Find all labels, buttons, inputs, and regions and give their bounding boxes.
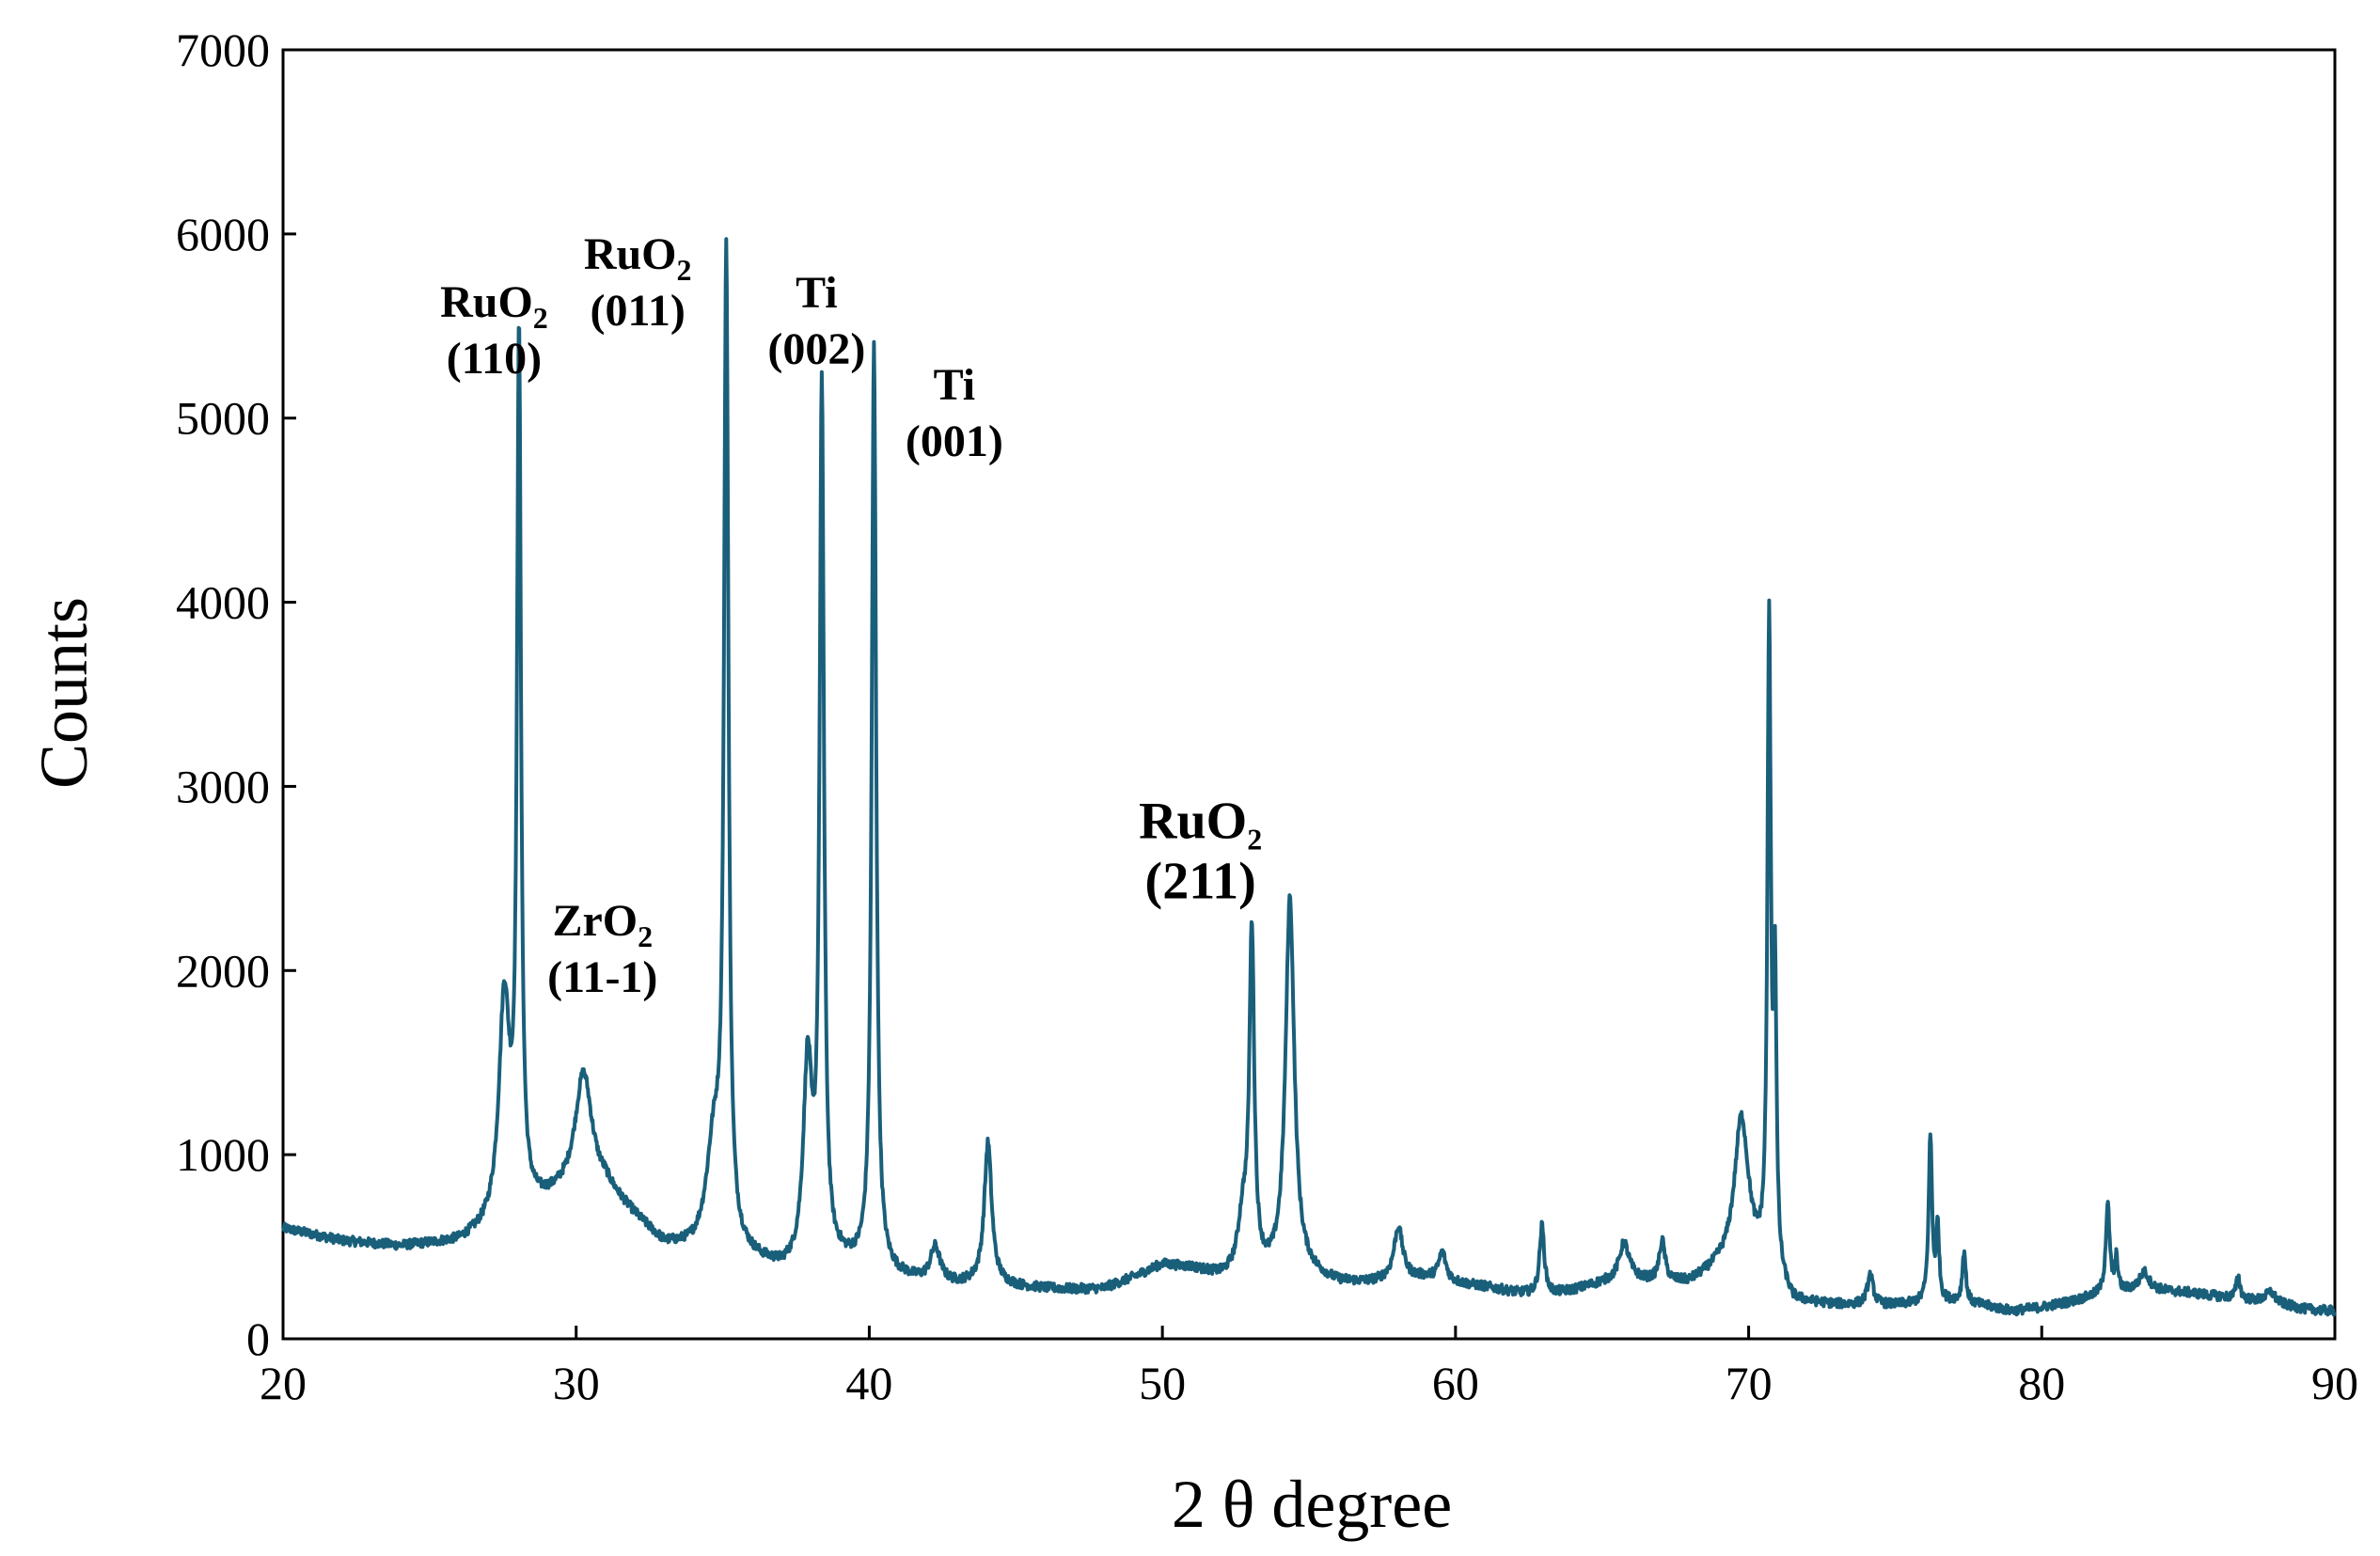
y-tick-label: 6000 [176, 208, 270, 260]
peak-index-label: (11-1) [547, 952, 657, 1002]
y-tick-label: 4000 [176, 576, 270, 629]
y-tick-label: 7000 [176, 24, 270, 76]
x-tick-label: 30 [553, 1357, 600, 1409]
plot-frame [281, 48, 2337, 1341]
peak-index-label: (011) [591, 286, 686, 336]
ticks: 20 30 40 50 60 70 80 90 0 1000 2000 3000 4000 5000 600… [176, 24, 2358, 1409]
x-tick-label: 60 [1432, 1357, 1479, 1409]
peak-formula-label: RuO2 [440, 277, 548, 335]
formula-subscript: 2 [638, 919, 653, 953]
peak-formula-label: Ti [796, 268, 837, 318]
peak-formula-label: ZrO2 [552, 896, 653, 953]
x-tick-label: 40 [845, 1357, 892, 1409]
x-axis-title: 2 θ degree [1172, 1467, 1452, 1542]
x-tick-label: 70 [1726, 1357, 1773, 1409]
peak-index-label: (110) [447, 334, 542, 384]
peak-index-label: (211) [1145, 852, 1256, 910]
peak-formula-label: RuO2 [584, 229, 692, 287]
peak-index-label: (002) [767, 324, 865, 374]
peak-formula-label: RuO2 [1139, 792, 1262, 856]
x-tick-label: 90 [2311, 1357, 2358, 1409]
peak-index-label: (001) [906, 417, 1003, 466]
xrd-series-line [281, 237, 2337, 1317]
peak-formula-label: Ti [934, 360, 975, 410]
formula-subscript: 2 [533, 301, 548, 335]
y-axis-title: Counts [26, 597, 102, 789]
series-layer [281, 237, 2337, 1317]
x-tick-label: 80 [2018, 1357, 2065, 1409]
x-tick-label: 20 [260, 1357, 307, 1409]
y-tick-label: 1000 [176, 1128, 270, 1181]
formula-subscript: 2 [677, 253, 692, 287]
formula-subscript: 2 [1247, 822, 1262, 856]
y-tick-label: 3000 [176, 760, 270, 812]
peak-annotations: RuO2(110)ZrO2(11-1)RuO2(011) Ti(002)Ti(00… [440, 229, 1262, 1002]
y-tick-label: 0 [246, 1312, 270, 1365]
x-tick-label: 50 [1139, 1357, 1186, 1409]
y-tick-label: 2000 [176, 944, 270, 997]
axes [281, 48, 2337, 1341]
y-tick-label: 5000 [176, 392, 270, 445]
